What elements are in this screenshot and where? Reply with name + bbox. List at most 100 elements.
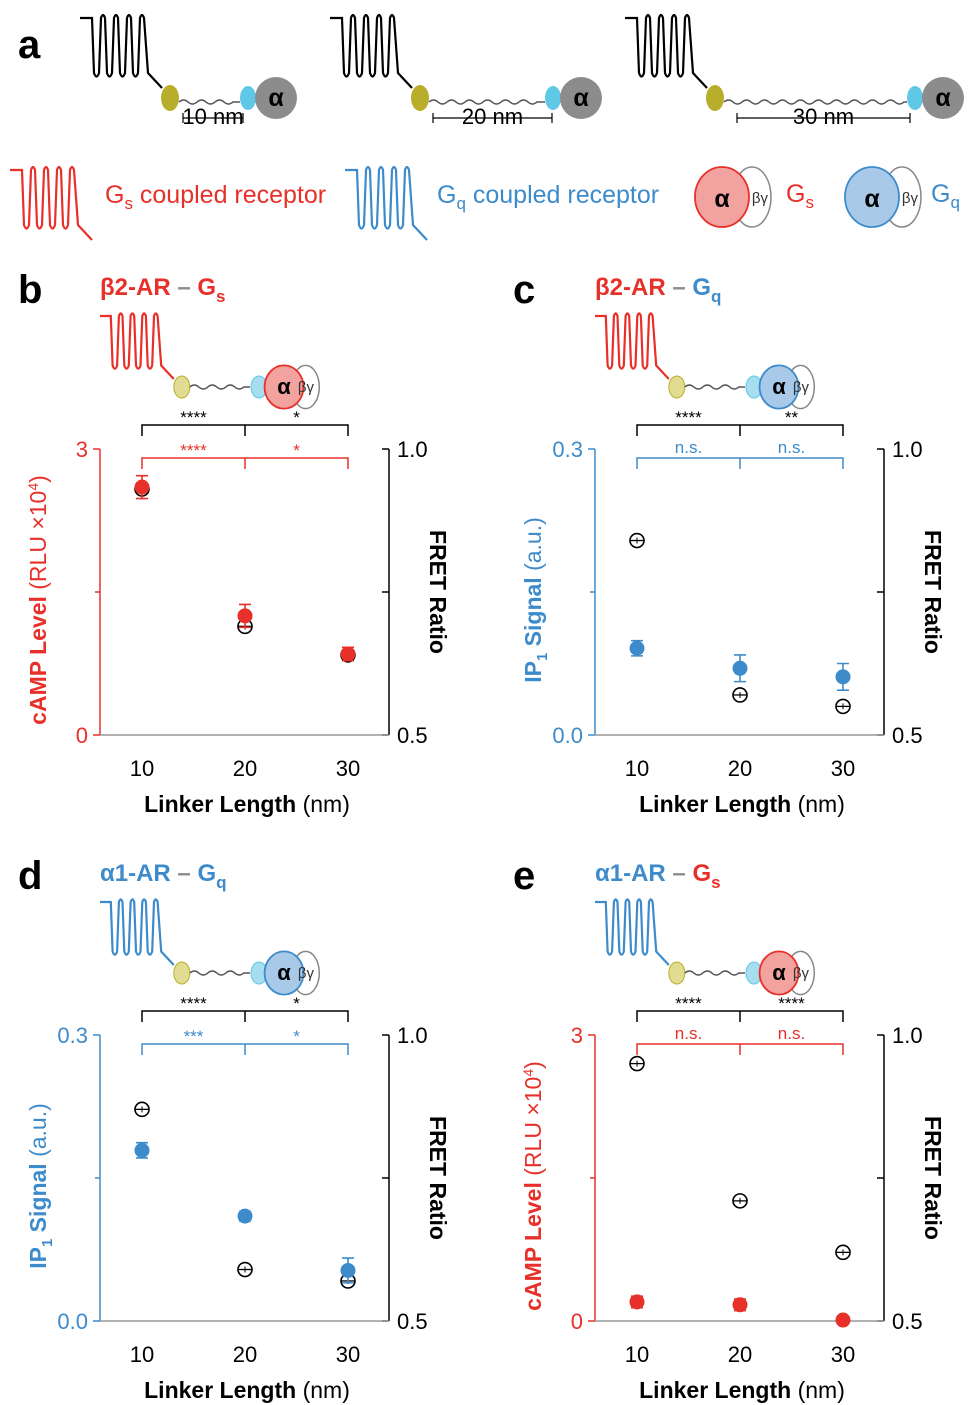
beta-gamma-symbol: βγ [793,379,810,396]
title-dash: – [171,860,198,887]
gq-label-main: G [931,180,950,208]
g-alpha-icon [255,77,297,119]
significance-label: * [293,441,300,460]
y-tick-label-left: 3 [571,1023,583,1048]
fret-point [835,1244,851,1261]
title-g-protein: G [692,274,711,301]
x-axis-label-bold: Linker Length [639,791,791,817]
receptor-icon [100,312,175,380]
y-axis-label-main: cAMP Level [25,596,51,725]
receptor-icon [595,312,670,380]
y-tick-label-right: 1.0 [892,437,923,462]
title-dash: – [666,274,693,301]
gs-receptor-label-rest: coupled receptor [133,181,326,209]
signal-point [732,660,748,676]
title-receptor: α1-AR [595,860,666,887]
linker-icon [178,99,240,105]
acceptor-fluorophore-icon [240,86,256,110]
y-axis-label-unit: (a.u.) [25,1103,51,1163]
panel-d: d α1-AR – Gqα βγ**** **** *0.30.01.00.510 20 3… [18,854,451,1403]
panel-e-label: e [513,854,535,898]
alpha-symbol: α [573,84,589,112]
significance-bracket-fret [141,424,349,436]
gs-receptor-icon [10,165,93,241]
linker-icon [684,970,745,976]
x-axis-label-bold: Linker Length [639,1377,791,1403]
title-g-protein-sub: s [216,287,225,306]
y-axis-label-sup: 4 [25,483,41,491]
beta-gamma-symbol: βγ [793,965,810,982]
significance-bracket-signal [141,457,349,469]
y-axis-label-main: cAMP Level [520,1182,546,1311]
gs-alpha-symbol: α [714,185,730,213]
y-axis-label-right: FRET Ratio [920,530,946,654]
panel-a: a α 10 nm α 20 nm α 30 nm Gs coupled receptor… [10,13,964,241]
x-axis-label-unit: (nm) [791,791,845,817]
acceptor-fluorophore-icon [907,86,923,110]
beta-gamma-symbol: βγ [298,965,315,982]
panel-b-label: b [18,268,42,312]
legend: Gs coupled receptor Gq coupled receptor α β… [10,165,960,241]
y-tick-label-right: 0.5 [397,723,428,748]
y-tick-label-left: 0.0 [552,723,583,748]
gq-receptor-label-sub: q [456,194,465,213]
linker-constructs: α 10 nm α 20 nm α 30 nm [80,13,964,129]
linker-icon [684,384,745,390]
x-tick-label: 10 [130,1342,154,1367]
x-tick-label: 30 [336,1342,360,1367]
y-axis-label-unit: (RLU ×10 [520,1077,546,1182]
x-tick-label: 10 [130,756,154,781]
panel-title: α1-AR – Gq [100,860,227,892]
linker-length-label: 20 nm [462,104,523,129]
fret-point [732,1193,748,1209]
gs-receptor-label: Gs coupled receptor [105,181,326,213]
y-axis-label-main: IP [520,661,546,683]
alpha-symbol: α [277,960,291,985]
y-axis-label-sub: 1 [534,653,551,661]
signal-point [835,1312,851,1328]
significance-label: **** [180,994,207,1013]
title-g-protein: G [197,860,216,887]
x-tick-label: 30 [831,756,855,781]
alpha-symbol: α [772,374,786,399]
donor-fluorophore-icon [411,85,429,111]
construct-3: α 30 nm [625,13,964,129]
fret-point [629,1055,645,1072]
y-axis-label-left: IP1 Signal (a.u.) [520,517,551,683]
title-g-protein-sub: q [711,287,721,306]
panel-b: b β2-AR – Gsα βγ**** ***** *301.00.510 20 30Li… [18,268,451,817]
y-axis-label-close: ) [520,1061,546,1069]
x-axis-label-bold: Linker Length [144,1377,296,1403]
title-receptor: β2-AR [595,274,666,301]
gq-alpha-symbol: α [864,185,880,213]
construct-2: α 20 nm [330,13,602,129]
gq-label: Gq [931,180,960,212]
fret-point [134,1101,150,1118]
x-tick-label: 10 [625,1342,649,1367]
y-axis-label-sup: 4 [520,1069,536,1077]
panel-title: α1-AR – Gs [595,860,721,892]
fret-point [732,687,748,703]
x-tick-label: 10 [625,756,649,781]
significance-label: n.s. [778,1024,805,1043]
x-axis-label-bold: Linker Length [144,791,296,817]
title-dash: – [171,274,198,301]
alpha-symbol: α [268,84,284,112]
y-tick-label-right: 0.5 [397,1309,428,1334]
receptor-icon [100,898,175,966]
gq-beta-gamma-symbol: βγ [902,190,919,207]
x-axis-label-unit: (nm) [296,1377,350,1403]
y-axis-label-right: FRET Ratio [425,530,451,654]
gs-label: Gs [786,180,814,212]
y-tick-label-left: 0 [571,1309,583,1334]
alpha-symbol: α [772,960,786,985]
charts: b β2-AR – Gsα βγ**** ***** *301.00.510 20 30Li… [18,268,946,1403]
x-axis-label: Linker Length (nm) [144,791,350,817]
x-axis-label: Linker Length (nm) [639,1377,845,1403]
panel-d-label: d [18,854,42,898]
donor-fluorophore-icon [668,375,686,399]
donor-fluorophore-icon [706,85,724,111]
y-axis-label-left: cAMP Level (RLU ×104) [520,1061,546,1311]
panel-e: e α1-AR – Gsα βγ**** ****n.s. n.s.301.00.510… [513,854,946,1403]
